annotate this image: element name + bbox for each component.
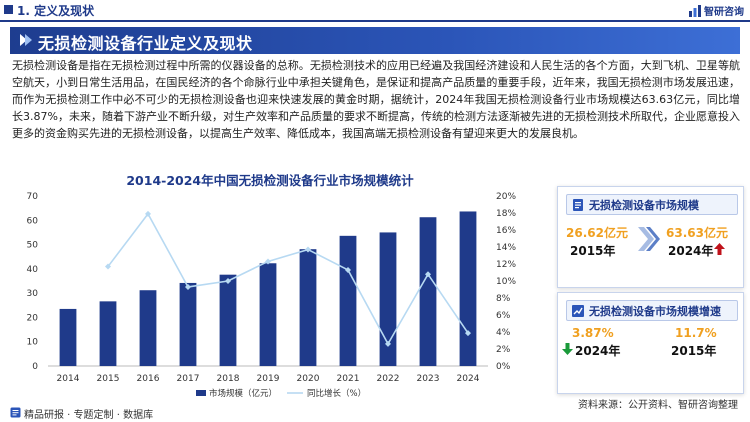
y-right-tick-label: 18% [496,209,516,219]
growth-line [107,212,469,346]
x-tick-label: 2020 [297,374,320,384]
growth-point [145,210,151,217]
chevron-right-icon [638,227,660,251]
market-size-chart: 0 10 20 30 40 50 60 70 0% 2% 4% 6% 8% 10% 12% 14% 16% 18%… [27,192,517,399]
title-banner: 无损检测设备行业定义及现状 [10,27,740,54]
y-right-tick-label: 4% [496,328,511,338]
bar [379,232,397,366]
latest-growth-year: 2024年 [575,344,621,358]
latest-growth-value: 3.87% [572,326,614,340]
bar [459,211,477,366]
x-tick-label: 2021 [337,374,360,384]
x-tick-label: 2015 [97,374,120,384]
y-right-tick-label: 14% [496,243,516,253]
report-icon [10,407,21,418]
header-divider [0,20,750,22]
y-left-tick-label: 70 [27,192,39,202]
bar [59,308,77,366]
y-right-tick-label: 8% [496,294,511,304]
y-left-tick-label: 20 [27,313,39,323]
logo-icon [689,4,701,17]
bar [259,263,277,366]
y-left-tick-label: 10 [27,338,39,348]
from-year: 2015年 [570,244,616,258]
chevron-right-icon [20,34,32,46]
bar [219,274,237,366]
growth-point [185,283,191,290]
growth-point [465,330,471,337]
x-tick-label: 2019 [257,374,280,384]
growth-point [345,266,351,273]
y-left-tick-label: 50 [27,241,39,251]
footer-services: 精品研报 · 专题定制 · 数据库 [24,410,154,421]
y-right-tick-label: 12% [496,260,516,270]
growth-point [225,278,231,284]
arrow-up-icon [714,243,725,255]
card-header: 无损检测设备市场规模 [566,194,738,215]
banner-title: 无损检测设备行业定义及现状 [38,34,253,53]
y-left-tick-label: 0 [32,362,38,372]
x-tick-label: 2017 [177,374,200,384]
section-title: 1. 定义及现状 [17,4,95,18]
x-tick-label: 2014 [57,374,80,384]
x-tick-label: 2023 [417,374,440,384]
y-right-tick-label: 0% [496,362,511,372]
section-marker [4,5,13,14]
document-icon [573,198,583,211]
bar [299,249,317,366]
card-title: 无损检测设备市场规模增速 [589,304,721,318]
logo-text: 智研咨询 [704,7,744,18]
legend-swatch-bar [196,390,206,396]
y-right-tick-label: 20% [496,192,516,202]
legend-label-line: 同比增长（%） [307,388,366,399]
y-right-tick-label: 16% [496,226,516,236]
y-right-tick-label: 2% [496,345,511,355]
arrow-down-icon [562,343,573,355]
growth-point [265,258,271,265]
y-right-tick-label: 6% [496,311,511,321]
brand-logo: 智研咨询 [689,3,744,18]
intro-paragraph: 无损检测设备是指在无损检测过程中所需的仪器设备的总称。无损检测技术的应用已经遍及… [12,59,740,140]
x-tick-label: 2016 [137,374,160,384]
trend-chart-icon [572,304,584,317]
from-value: 26.62亿元 [566,226,628,240]
y-left-tick-label: 30 [27,289,39,299]
base-growth-year: 2015年 [671,344,717,358]
y-right-tick-label: 10% [496,277,516,287]
to-value: 63.63亿元 [666,226,728,240]
x-tick-label: 2018 [217,374,240,384]
bar [339,235,357,366]
bar [419,217,437,366]
to-year: 2024年 [668,244,714,258]
x-tick-label: 2024 [457,374,480,384]
y-left-tick-label: 40 [27,265,39,275]
bar [179,282,197,366]
market-size-card: 无损检测设备市场规模 26.62亿元 2015年 63.63亿元 2024年 [557,186,744,288]
growth-point [385,340,391,347]
chart-title: 2014-2024年中国无损检测设备行业市场规模统计 [126,173,414,188]
bar [99,301,117,366]
data-source: 资料来源：公开资料、智研咨询整理 [578,400,738,411]
growth-point [425,271,431,278]
y-left-tick-label: 60 [27,216,39,226]
x-tick-label: 2022 [377,374,400,384]
top-header: 1. 定义及现状 智研咨询 [0,0,750,22]
base-growth-value: 11.7% [675,326,717,340]
bar [139,290,157,366]
card-header: 无损检测设备市场规模增速 [566,300,738,321]
growth-point [305,246,311,253]
legend-label-bar: 市场规模（亿元） [209,388,277,399]
growth-point [105,263,111,270]
growth-rate-card: 无损检测设备市场规模增速 3.87% 2024年 11.7% 2015年 [557,292,744,394]
card-title: 无损检测设备市场规模 [589,198,699,212]
